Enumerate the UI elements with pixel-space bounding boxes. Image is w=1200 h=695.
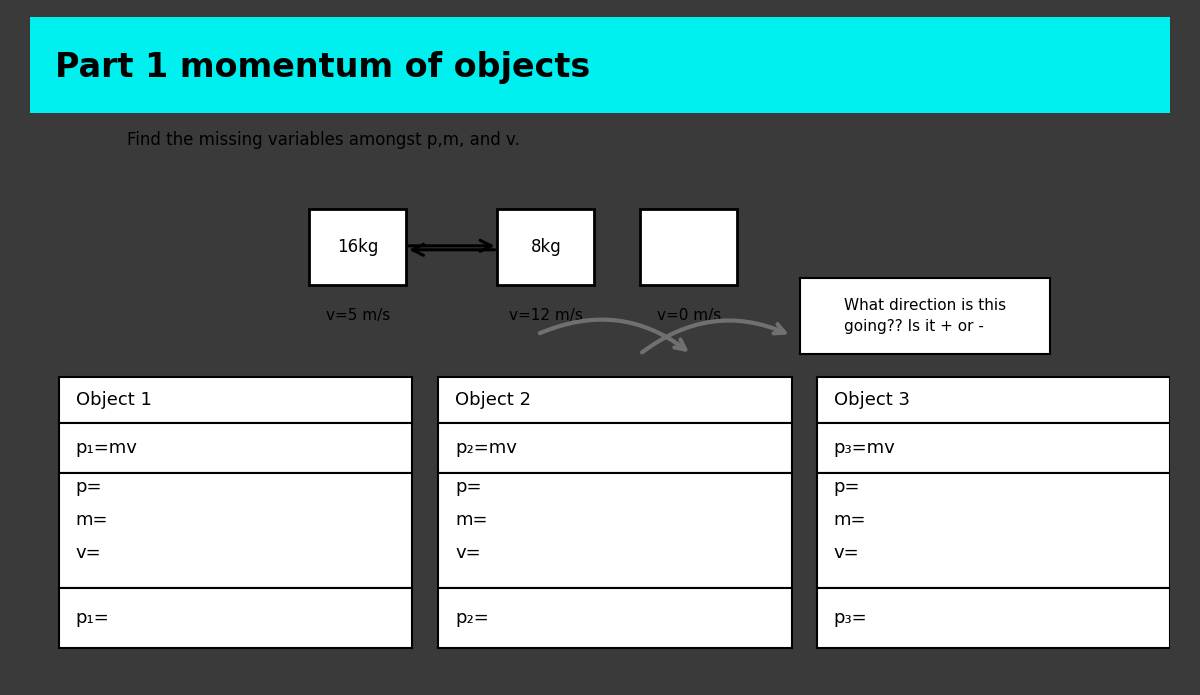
FancyBboxPatch shape	[59, 589, 412, 648]
Text: 8kg: 8kg	[530, 238, 562, 256]
FancyBboxPatch shape	[438, 377, 792, 423]
FancyBboxPatch shape	[438, 473, 792, 589]
FancyBboxPatch shape	[438, 589, 792, 648]
Text: Object 3: Object 3	[834, 391, 910, 409]
FancyBboxPatch shape	[816, 423, 1170, 473]
FancyBboxPatch shape	[498, 208, 594, 285]
Text: p=: p=	[455, 478, 481, 496]
Text: Find the missing variables amongst p,m, and v.: Find the missing variables amongst p,m, …	[127, 131, 520, 149]
Text: p₃=: p₃=	[834, 610, 868, 627]
Text: p₃=mv: p₃=mv	[834, 439, 895, 457]
Text: v=: v=	[76, 544, 101, 562]
FancyBboxPatch shape	[816, 589, 1170, 648]
Text: p₁=: p₁=	[76, 610, 109, 627]
Text: v=12 m/s: v=12 m/s	[510, 309, 583, 323]
Text: 16kg: 16kg	[337, 238, 378, 256]
Text: Object 2: Object 2	[455, 391, 532, 409]
Text: p₁=mv: p₁=mv	[76, 439, 138, 457]
Text: v=0 m/s: v=0 m/s	[656, 309, 721, 323]
Text: p₂=: p₂=	[455, 610, 488, 627]
Text: m=: m=	[455, 512, 487, 530]
FancyBboxPatch shape	[310, 208, 407, 285]
FancyBboxPatch shape	[30, 17, 1170, 113]
Text: Object 1: Object 1	[76, 391, 151, 409]
FancyBboxPatch shape	[799, 278, 1050, 354]
Text: v=: v=	[455, 544, 481, 562]
Text: Part 1 momentum of objects: Part 1 momentum of objects	[55, 51, 590, 84]
Text: v=: v=	[834, 544, 859, 562]
FancyBboxPatch shape	[59, 377, 412, 423]
Text: p=: p=	[834, 478, 860, 496]
Text: m=: m=	[76, 512, 108, 530]
Text: What direction is this
going?? Is it + or -: What direction is this going?? Is it + o…	[844, 298, 1006, 334]
FancyBboxPatch shape	[816, 377, 1170, 423]
FancyBboxPatch shape	[438, 423, 792, 473]
FancyBboxPatch shape	[640, 208, 737, 285]
Text: p=: p=	[76, 478, 102, 496]
FancyBboxPatch shape	[816, 473, 1170, 589]
Text: p₂=mv: p₂=mv	[455, 439, 517, 457]
Text: v=5 m/s: v=5 m/s	[326, 309, 390, 323]
Text: m=: m=	[834, 512, 866, 530]
FancyBboxPatch shape	[59, 423, 412, 473]
FancyBboxPatch shape	[59, 473, 412, 589]
